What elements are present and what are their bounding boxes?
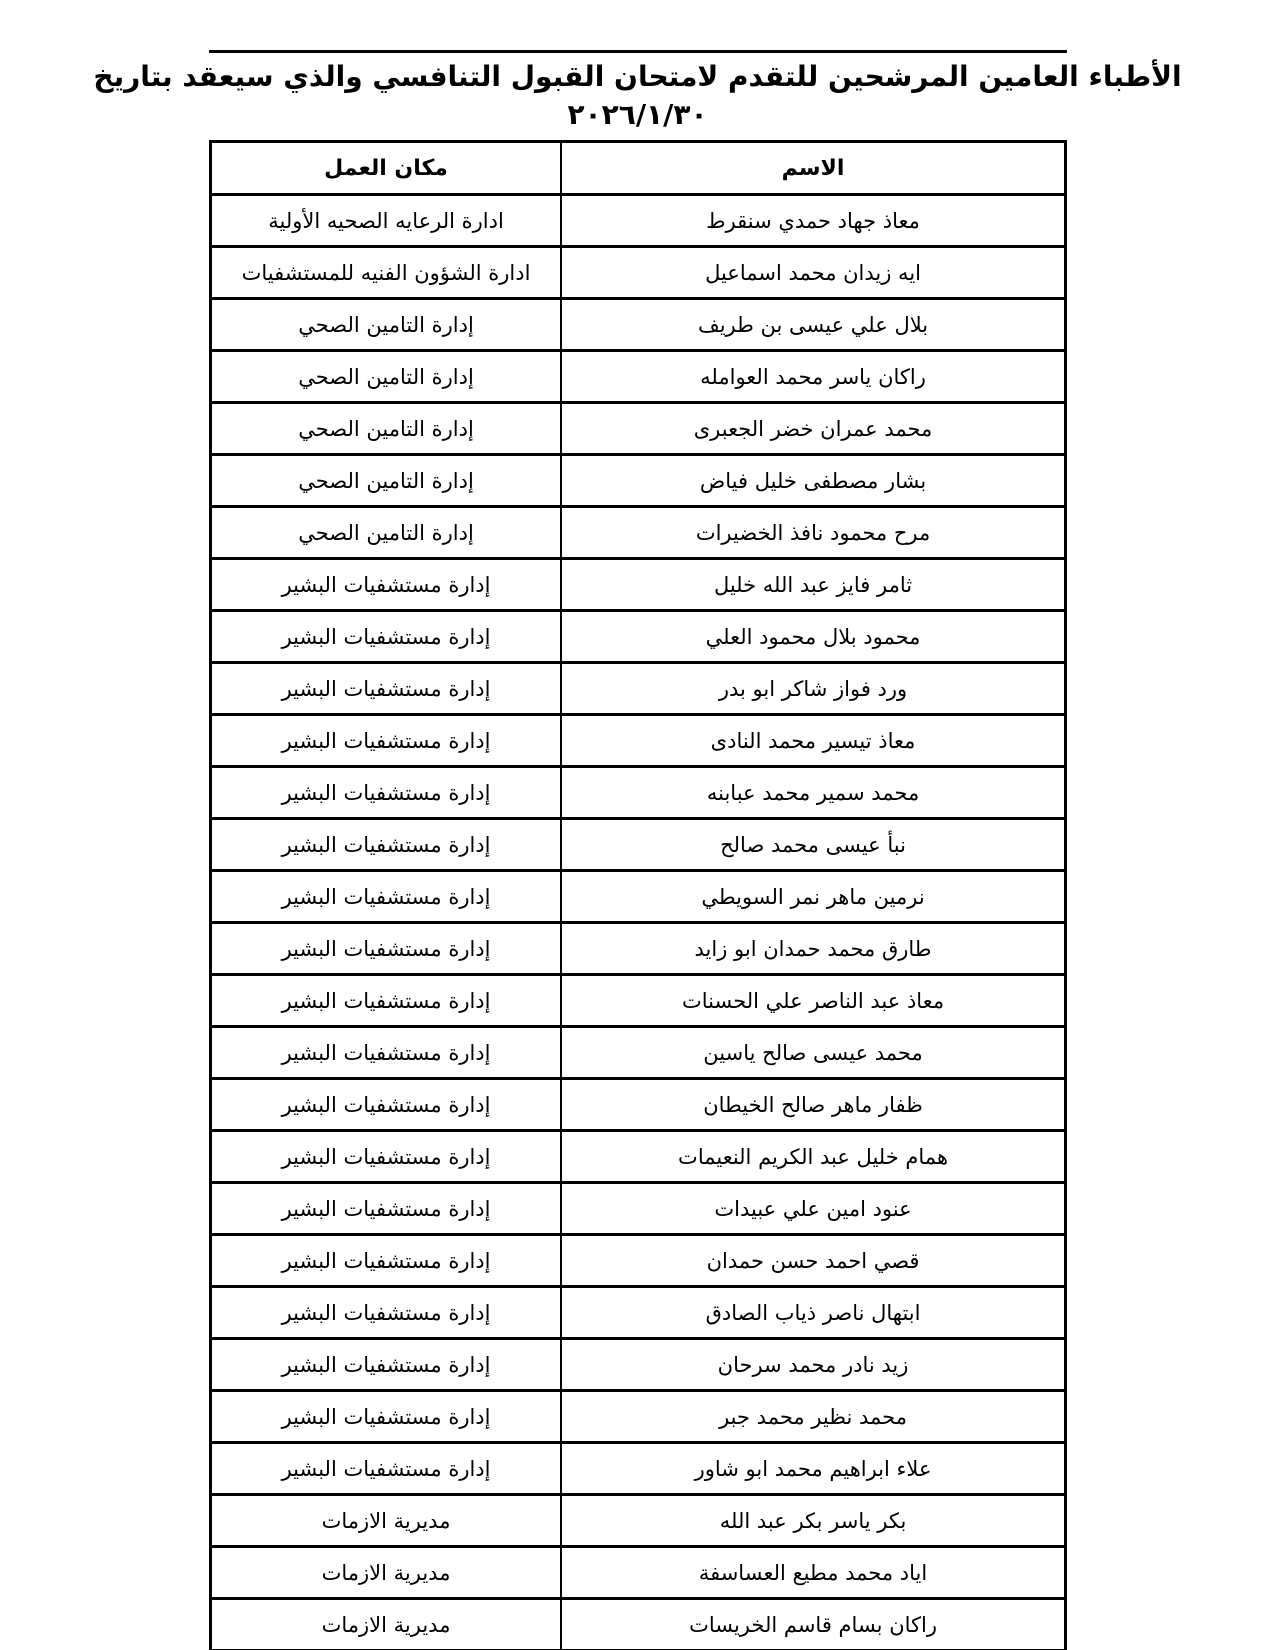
title-date: ٢٠٢٦/١/٣٠ (567, 97, 708, 131)
table-row: معاذ تيسير محمد النادى إدارة مستشفيات الب… (209, 713, 1067, 768)
title-divider-line (209, 50, 1067, 53)
candidate-name-cell: ظفار ماهر صالح الخيطان (560, 1077, 1067, 1132)
candidate-name-cell: قصي احمد حسن حمدان (560, 1233, 1067, 1288)
table-row: محمد سمير محمد عبابنه إدارة مستشفيات البش… (209, 765, 1067, 820)
workplace-cell: إدارة مستشفيات البشير (209, 1389, 563, 1444)
candidate-name-cell: بكر ياسر بكر عبد الله (560, 1493, 1067, 1548)
workplace-cell: مديرية الازمات (209, 1493, 563, 1548)
table-row: ورد فواز شاكر ابو بدر إدارة مستشفيات البش… (209, 661, 1067, 716)
table-row: مرح محمود نافذ الخضيرات إدارة التامين الص… (209, 505, 1067, 560)
table-row: ظفار ماهر صالح الخيطان إدارة مستشفيات الب… (209, 1077, 1067, 1132)
candidate-name-cell: محمود بلال محمود العلي (560, 609, 1067, 664)
candidate-name-cell: راكان بسام قاسم الخريسات (560, 1597, 1067, 1650)
candidate-name-cell: طارق محمد حمدان ابو زايد (560, 921, 1067, 976)
candidate-name-cell: معاذ تيسير محمد النادى (560, 713, 1067, 768)
table-row: محمد عمران خضر الجعبرى إدارة التامين الصح… (209, 401, 1067, 456)
table-row: همام خليل عبد الكريم النعيمات إدارة مستشف… (209, 1129, 1067, 1184)
table-row: معاذ عبد الناصر علي الحسنات إدارة مستشفيا… (209, 973, 1067, 1028)
workplace-cell: إدارة مستشفيات البشير (209, 921, 563, 976)
candidate-name-cell: ايه زيدان محمد اسماعيل (560, 245, 1067, 300)
workplace-cell: إدارة مستشفيات البشير (209, 609, 563, 664)
table-row: عنود امين علي عبيدات إدارة مستشفيات البشي… (209, 1181, 1067, 1236)
candidate-name-cell: همام خليل عبد الكريم النعيمات (560, 1129, 1067, 1184)
workplace-cell: إدارة مستشفيات البشير (209, 1441, 563, 1496)
workplace-cell: مديرية الازمات (209, 1597, 563, 1650)
candidate-name-cell: معاذ جهاد حمدي سنقرط (560, 193, 1067, 248)
column-header-workplace: مكان العمل (209, 140, 563, 196)
candidates-table: الاسم مكان العمل معاذ جهاد حمدي سنقرط ادا… (209, 140, 1067, 1650)
table-body: معاذ جهاد حمدي سنقرط ادارة الرعايه الصحيه… (209, 193, 1067, 1650)
table-row: اياد محمد مطيع العساسفة مديرية الازمات (209, 1545, 1067, 1600)
table-header-row: الاسم مكان العمل (209, 140, 1067, 196)
title-line: الأطباء العامين المرشحين للتقدم لامتحان … (93, 60, 1182, 93)
candidate-name-cell: ابتهال ناصر ذياب الصادق (560, 1285, 1067, 1340)
table-row: بكر ياسر بكر عبد الله مديرية الازمات (209, 1493, 1067, 1548)
candidate-name-cell: نرمين ماهر نمر السويطي (560, 869, 1067, 924)
workplace-cell: إدارة مستشفيات البشير (209, 1129, 563, 1184)
table-row: راكان بسام قاسم الخريسات مديرية الازمات (209, 1597, 1067, 1650)
workplace-cell: إدارة مستشفيات البشير (209, 1025, 563, 1080)
workplace-cell: إدارة مستشفيات البشير (209, 817, 563, 872)
workplace-cell: إدارة مستشفيات البشير (209, 1233, 563, 1288)
table-row: راكان ياسر محمد العوامله إدارة التامين ال… (209, 349, 1067, 404)
column-header-name: الاسم (560, 140, 1067, 196)
table-row: بشار مصطفى خليل فياض إدارة التامين الصحي (209, 453, 1067, 508)
workplace-cell: ادارة الشؤون الفنيه للمستشفيات (209, 245, 563, 300)
candidate-name-cell: نبأ عيسى محمد صالح (560, 817, 1067, 872)
candidate-name-cell: ورد فواز شاكر ابو بدر (560, 661, 1067, 716)
table-row: محمد نظير محمد جبر إدارة مستشفيات البشير (209, 1389, 1067, 1444)
table-row: ابتهال ناصر ذياب الصادق إدارة مستشفيات ال… (209, 1285, 1067, 1340)
workplace-cell: إدارة مستشفيات البشير (209, 1285, 563, 1340)
candidate-name-cell: معاذ عبد الناصر علي الحسنات (560, 973, 1067, 1028)
candidate-name-cell: زيد نادر محمد سرحان (560, 1337, 1067, 1392)
workplace-cell: إدارة التامين الصحي (209, 349, 563, 404)
table-row: نبأ عيسى محمد صالح إدارة مستشفيات البشير (209, 817, 1067, 872)
workplace-cell: إدارة التامين الصحي (209, 297, 563, 352)
table-row: معاذ جهاد حمدي سنقرط ادارة الرعايه الصحيه… (209, 193, 1067, 248)
workplace-cell: إدارة مستشفيات البشير (209, 661, 563, 716)
table-row: قصي احمد حسن حمدان إدارة مستشفيات البشير (209, 1233, 1067, 1288)
candidate-name-cell: راكان ياسر محمد العوامله (560, 349, 1067, 404)
candidate-name-cell: محمد سمير محمد عبابنه (560, 765, 1067, 820)
workplace-cell: إدارة مستشفيات البشير (209, 765, 563, 820)
workplace-cell: مديرية الازمات (209, 1545, 563, 1600)
table-row: ثامر فايز عبد الله خليل إدارة مستشفيات ال… (209, 557, 1067, 612)
workplace-cell: إدارة مستشفيات البشير (209, 1181, 563, 1236)
workplace-cell: إدارة مستشفيات البشير (209, 557, 563, 612)
document-title: الأطباء العامين المرشحين للتقدم لامتحان … (0, 58, 1275, 134)
table-row: طارق محمد حمدان ابو زايد إدارة مستشفيات ا… (209, 921, 1067, 976)
workplace-cell: إدارة مستشفيات البشير (209, 713, 563, 768)
table-row: نرمين ماهر نمر السويطي إدارة مستشفيات الب… (209, 869, 1067, 924)
table-row: علاء ابراهيم محمد ابو شاور إدارة مستشفيات… (209, 1441, 1067, 1496)
candidate-name-cell: محمد عيسى صالح ياسين (560, 1025, 1067, 1080)
candidate-name-cell: عنود امين علي عبيدات (560, 1181, 1067, 1236)
workplace-cell: ادارة الرعايه الصحيه الأولية (209, 193, 563, 248)
candidate-name-cell: اياد محمد مطيع العساسفة (560, 1545, 1067, 1600)
workplace-cell: إدارة مستشفيات البشير (209, 1337, 563, 1392)
candidate-name-cell: محمد عمران خضر الجعبرى (560, 401, 1067, 456)
table-row: محمد عيسى صالح ياسين إدارة مستشفيات البشي… (209, 1025, 1067, 1080)
candidate-name-cell: ثامر فايز عبد الله خليل (560, 557, 1067, 612)
workplace-cell: إدارة التامين الصحي (209, 505, 563, 560)
table-row: زيد نادر محمد سرحان إدارة مستشفيات البشير (209, 1337, 1067, 1392)
table-row: ايه زيدان محمد اسماعيل ادارة الشؤون الفني… (209, 245, 1067, 300)
workplace-cell: إدارة مستشفيات البشير (209, 869, 563, 924)
workplace-cell: إدارة مستشفيات البشير (209, 973, 563, 1028)
workplace-cell: إدارة مستشفيات البشير (209, 1077, 563, 1132)
candidate-name-cell: محمد نظير محمد جبر (560, 1389, 1067, 1444)
table-row: بلال علي عيسى بن طريف إدارة التامين الصحي (209, 297, 1067, 352)
table-row: محمود بلال محمود العلي إدارة مستشفيات الب… (209, 609, 1067, 664)
candidate-name-cell: مرح محمود نافذ الخضيرات (560, 505, 1067, 560)
workplace-cell: إدارة التامين الصحي (209, 453, 563, 508)
candidate-name-cell: بلال علي عيسى بن طريف (560, 297, 1067, 352)
workplace-cell: إدارة التامين الصحي (209, 401, 563, 456)
candidate-name-cell: علاء ابراهيم محمد ابو شاور (560, 1441, 1067, 1496)
candidate-name-cell: بشار مصطفى خليل فياض (560, 453, 1067, 508)
